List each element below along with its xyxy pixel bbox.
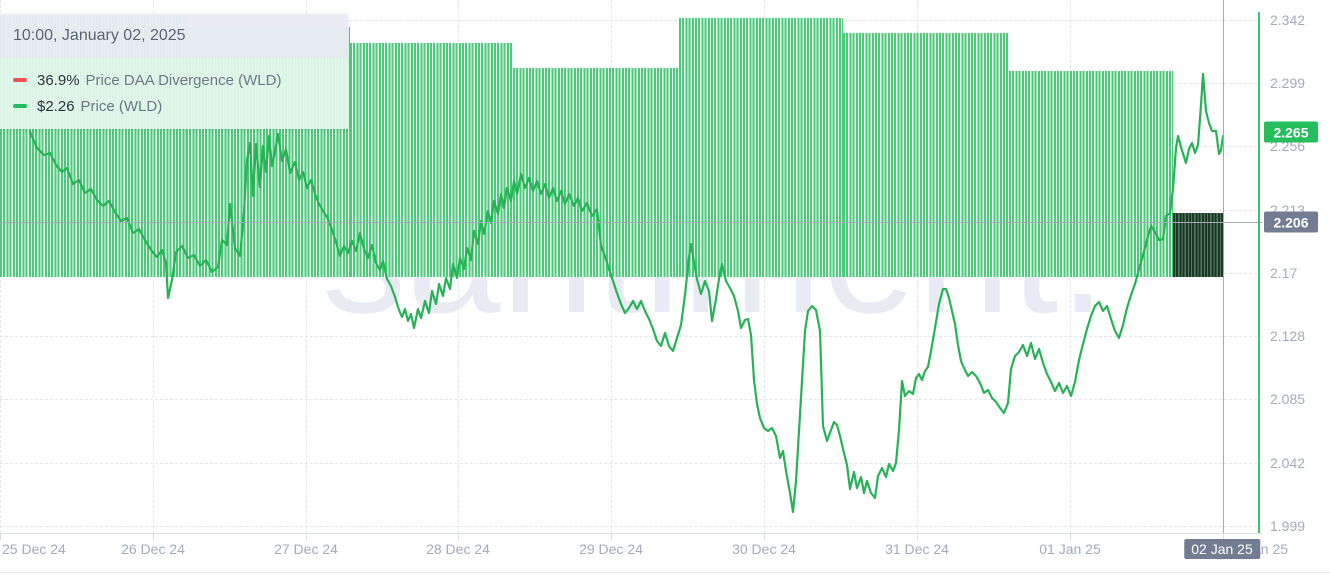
x-axis-label: 31 Dec 24 <box>885 541 949 557</box>
x-axis-label: 01 Jan 25 <box>1039 541 1101 557</box>
crosshair-value-badge: 2.206 <box>1264 211 1318 233</box>
x-axis-tick <box>917 534 918 540</box>
crosshair-horizontal-line <box>0 222 1262 223</box>
x-axis-label: 29 Dec 24 <box>579 541 643 557</box>
x-axis-separator <box>0 533 1262 534</box>
crosshair-vertical-line <box>1223 0 1224 533</box>
x-axis-tick <box>1070 534 1071 540</box>
x-axis-tick <box>764 534 765 540</box>
x-axis-tick <box>306 534 307 540</box>
divergence-bar-segment[interactable] <box>679 18 843 277</box>
y-axis-label: 2.17 <box>1270 265 1298 281</box>
h-gridline <box>0 526 1262 527</box>
x-axis-label: 28 Dec 24 <box>426 541 490 557</box>
price-series-marker-icon <box>13 104 27 108</box>
x-axis-tick <box>0 534 1 540</box>
tooltip-legend: 36.9% Price DAA Divergence (WLD) $2.26 P… <box>0 58 348 129</box>
y-axis-label: 2.042 <box>1270 455 1306 471</box>
y-axis-label: 2.342 <box>1270 12 1306 28</box>
y-axis-label: 2.299 <box>1270 75 1306 91</box>
price-line <box>28 72 1225 514</box>
x-axis-label: 30 Dec 24 <box>732 541 796 557</box>
x-axis-tick <box>611 534 612 540</box>
legend-row-divergence: 36.9% Price DAA Divergence (WLD) <box>13 67 348 93</box>
last-price-badge: 2.265 <box>1264 121 1318 143</box>
x-axis-tick <box>1223 534 1224 540</box>
h-gridline <box>0 20 1262 21</box>
x-axis-tick <box>458 534 459 540</box>
x-axis-label: 27 Dec 24 <box>274 541 338 557</box>
divergence-bar-segment-hovered[interactable] <box>1173 213 1223 277</box>
divergence-series-marker-icon <box>13 78 27 82</box>
h-gridline <box>0 399 1262 400</box>
x-axis-tick <box>153 534 154 540</box>
y-axis-label: 2.128 <box>1270 328 1306 344</box>
tooltip-timestamp: 10:00, January 02, 2025 <box>0 14 348 58</box>
legend-row-price: $2.26 Price (WLD) <box>13 93 348 119</box>
crosshair-date-badge: 02 Jan 25 <box>1184 539 1260 559</box>
x-axis-label: 25 Dec 24 <box>2 541 66 557</box>
h-gridline <box>0 336 1262 337</box>
h-gridline <box>0 463 1262 464</box>
x-axis-label: 26 Dec 24 <box>121 541 185 557</box>
divergence-bar-segment[interactable] <box>843 33 1009 277</box>
chart-tooltip: 10:00, January 02, 2025 36.9% Price DAA … <box>0 14 348 129</box>
divergence-value: 36.9% <box>37 71 80 89</box>
price-value: $2.26 <box>37 97 75 115</box>
price-axis-line <box>1258 12 1260 533</box>
price-line-chart <box>28 72 1225 514</box>
divergence-bar-segment[interactable] <box>350 43 513 277</box>
y-axis-label: 1.999 <box>1270 518 1306 534</box>
divergence-label: Price DAA Divergence (WLD) <box>85 71 282 89</box>
divergence-bar-segment[interactable] <box>513 68 679 277</box>
bottom-divider <box>0 572 1330 573</box>
y-axis-label: 2.085 <box>1270 391 1306 407</box>
price-label: Price (WLD) <box>80 97 163 115</box>
